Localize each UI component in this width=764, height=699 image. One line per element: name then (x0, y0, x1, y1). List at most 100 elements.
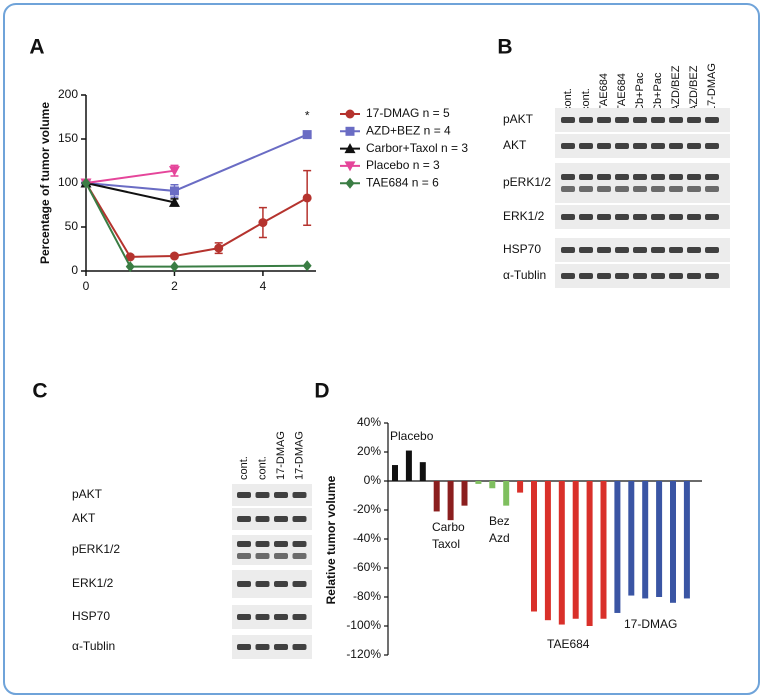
annotation: * (305, 108, 310, 122)
blot-band (292, 492, 307, 498)
blot-band (651, 247, 665, 253)
row-label: pERK1/2 (72, 542, 120, 556)
blot-band (597, 273, 611, 279)
bar (670, 481, 676, 603)
blot-band (633, 143, 647, 149)
blot-band (687, 174, 701, 180)
blot-band (633, 273, 647, 279)
lane-label: AZD/BEZ (670, 65, 682, 112)
blot-band (687, 186, 701, 192)
lane-label: TAE684 (598, 73, 610, 112)
blot-band (292, 581, 307, 587)
blot-band (633, 214, 647, 220)
bar (600, 481, 607, 619)
blot-band (705, 214, 719, 220)
marker (168, 196, 180, 207)
blot-strip (232, 508, 312, 530)
y-axis-label: Percentage of tumor volume (38, 102, 52, 264)
blot-band (274, 644, 288, 650)
y-tick-label: -20% (353, 502, 381, 516)
blot-band (615, 273, 629, 279)
blot-band (274, 614, 288, 620)
blot-band (597, 117, 611, 123)
bar (683, 481, 690, 599)
row-label: pAKT (503, 112, 534, 126)
blot-band (705, 174, 719, 180)
blot-band (651, 174, 665, 180)
blot-band (255, 492, 270, 498)
blot-band (687, 214, 701, 220)
group-label: 17-DMAG (624, 617, 677, 631)
row-label: pERK1/2 (503, 175, 551, 189)
blot-band (274, 581, 288, 587)
lane-label: 17-DMAG (293, 431, 305, 480)
blot-band (687, 273, 701, 279)
row-label: AKT (72, 511, 96, 525)
blot-band (561, 247, 575, 253)
blot-band (237, 492, 251, 498)
blot-band (274, 492, 288, 498)
marker (169, 261, 179, 273)
blot-band (237, 553, 251, 559)
blot-band (255, 516, 270, 522)
marker (169, 186, 179, 196)
panel-letter: C (32, 380, 47, 403)
bar (572, 481, 579, 619)
row-label: HSP70 (503, 242, 541, 256)
bar (544, 481, 551, 621)
row-label: ERK1/2 (503, 209, 545, 223)
blot-band (669, 273, 683, 279)
bar (447, 481, 454, 521)
y-tick-label: 200 (58, 87, 78, 101)
legend-label: Placebo n = 3 (366, 158, 440, 172)
bar (461, 481, 468, 506)
y-tick-label: -80% (353, 589, 381, 603)
marker (302, 193, 312, 203)
blot-band (651, 143, 665, 149)
row-label: pAKT (72, 487, 103, 501)
blot-band (633, 186, 647, 192)
y-tick-label: 150 (58, 131, 78, 145)
legend-label: AZD+BEZ n = 4 (366, 123, 451, 137)
lane-label: Cb+Pac (652, 72, 664, 112)
group-label: Bez (489, 514, 510, 528)
series-line (85, 169, 175, 184)
blot-band (597, 186, 611, 192)
bar (531, 481, 537, 612)
blot-band (237, 614, 251, 620)
blot-band (292, 553, 307, 559)
blot-band (597, 174, 611, 180)
bar (656, 481, 663, 597)
blot-band (597, 247, 611, 253)
blot-band (255, 553, 270, 559)
blot-band (579, 247, 593, 253)
marker (81, 177, 91, 189)
group-label: Placebo (390, 429, 434, 443)
group-label: Azd (489, 531, 510, 545)
blot-band (579, 214, 593, 220)
blot-band (633, 174, 647, 180)
blot-band (579, 174, 593, 180)
blot-band (237, 644, 251, 650)
lane-label: TAE684 (616, 73, 628, 112)
blot-band (274, 516, 288, 522)
blot-band (292, 541, 307, 547)
bar (586, 481, 593, 626)
blot-strip (232, 484, 312, 506)
blot-band (705, 247, 719, 253)
bar (433, 481, 440, 512)
series-line (85, 182, 308, 268)
blot-band (651, 186, 665, 192)
legend-label: Carbor+Taxol n = 3 (366, 141, 468, 155)
y-tick-label: 50 (65, 219, 79, 233)
bar (489, 481, 496, 489)
bar (392, 465, 398, 481)
blot-band (633, 247, 647, 253)
blot-band (687, 247, 701, 253)
blot-strip (555, 163, 730, 203)
legend-label: 17-DMAG n = 5 (366, 106, 450, 120)
blot-band (633, 117, 647, 123)
blot-band (561, 174, 575, 180)
y-tick-label: -100% (346, 618, 381, 632)
